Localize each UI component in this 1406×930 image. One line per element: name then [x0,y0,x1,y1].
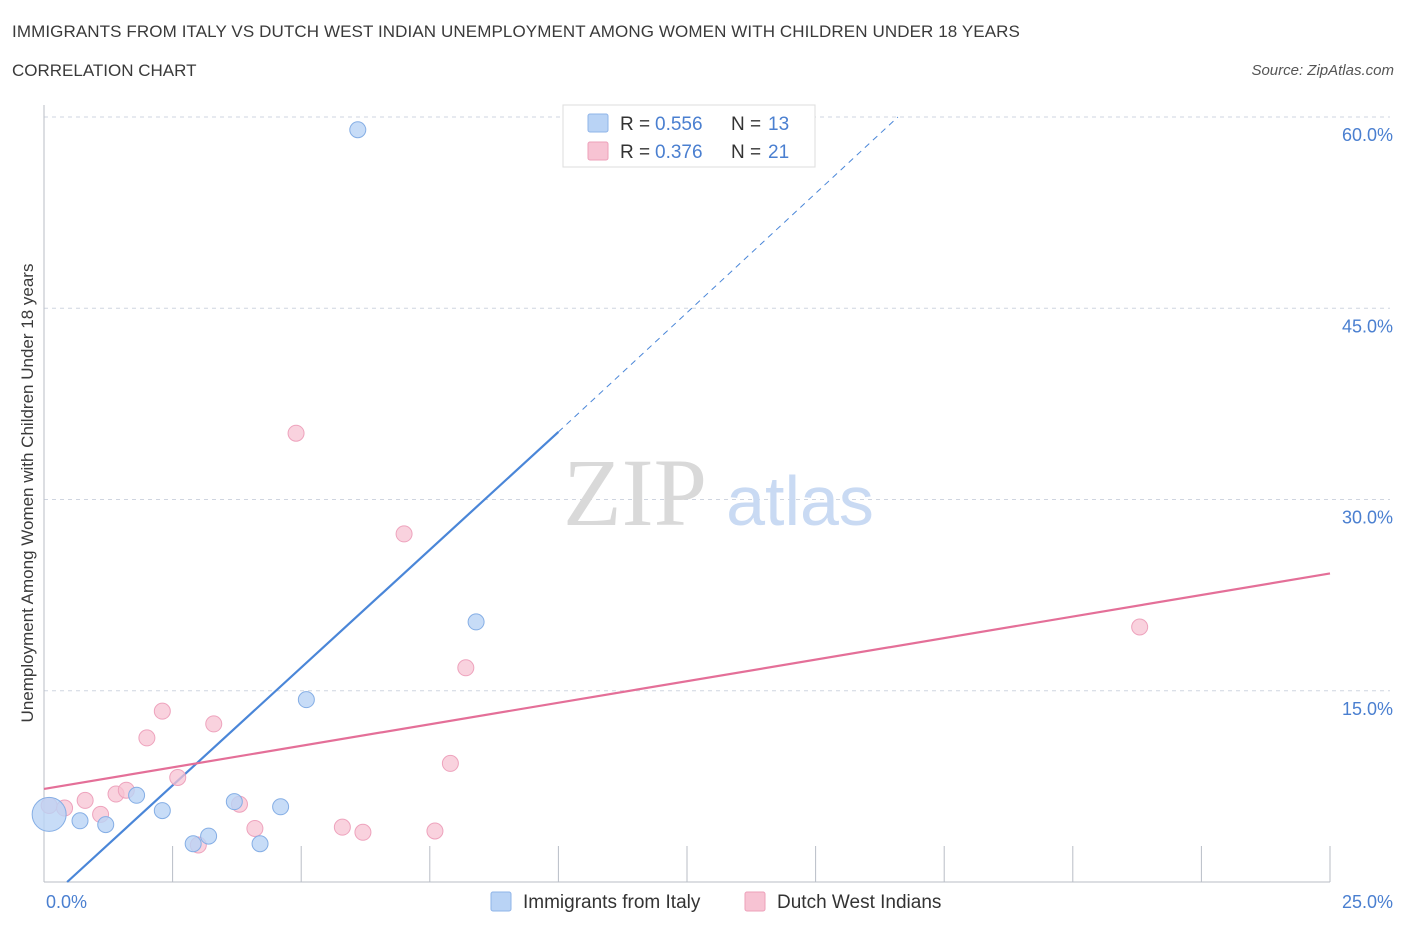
dutch-west-indians-point [457,659,475,677]
series-legend-label-dutch-west-indians: Dutch West Indians [777,892,941,913]
x-tick-label: 25.0% [1342,892,1393,912]
italy-point [184,835,202,853]
dutch-west-indians-point [138,729,156,747]
y-tick-label: 60.0% [1342,125,1393,145]
watermark-zip: ZIP [563,439,707,546]
italy-point [297,691,315,709]
zipatlas-watermark: ZIP atlas [563,439,874,546]
dutch-west-indians-point [354,823,372,841]
series-legend-swatch-italy [490,891,512,912]
italy-point [97,816,115,834]
stats-legend-swatch-blue [587,113,609,133]
watermark-atlas: atlas [726,462,874,540]
stats-legend-n-value-blue: 13 [768,114,789,135]
dutch-west-indians-point [76,791,94,809]
italy-point [153,802,171,820]
dutch-west-indians-point [205,715,223,733]
axes-layer: 15.0% 30.0% 45.0% 60.0% 0.0% 25.0% [43,105,1393,912]
stats-legend-r-label-blue: R = [620,114,650,135]
italy-trend-extension [558,116,899,433]
x-tick-label: 0.0% [46,892,87,912]
stats-legend-swatch-pink [587,141,609,161]
series-legend-label-italy: Immigrants from Italy [523,892,701,913]
italy-point [349,121,367,139]
italy-point [467,613,485,631]
dutch-west-indians-point [287,424,305,442]
stats-legend-r-value-pink: 0.376 [655,142,703,163]
italy-point [272,798,290,816]
dutch-west-indians-point [333,818,351,836]
dutch-west-indians-point [169,768,187,786]
dutch-west-indians-point [1131,618,1149,636]
italy-point [71,812,89,830]
chart-subtitle: CORRELATION CHART [12,61,197,80]
y-axis-label: Unemployment Among Women with Children U… [18,264,37,723]
dutch-west-indians-point [426,822,444,840]
italy-point [31,796,67,832]
stats-legend-r-label-pink: R = [620,142,650,163]
chart-title: IMMIGRANTS FROM ITALY VS DUTCH WEST INDI… [12,22,1020,41]
points-layer [31,121,1149,854]
series-legend: Immigrants from Italy Dutch West Indians [490,891,941,913]
italy-point [251,835,269,853]
stats-legend-r-value-blue: 0.556 [655,114,703,135]
y-tick-label: 45.0% [1342,316,1393,336]
dutch-west-indians-point [153,702,171,720]
dutch-west-indians-point [246,819,264,837]
stats-legend-n-label-blue: N = [731,114,761,135]
y-tick-label: 15.0% [1342,699,1393,719]
stats-legend-n-label-pink: N = [731,142,761,163]
stats-legend: R = 0.556 N = 13 R = 0.376 N = 21 [562,104,816,168]
source-credit: Source: ZipAtlas.com [1251,62,1394,79]
stats-legend-n-value-pink: 21 [768,142,789,163]
italy-point [128,786,146,804]
grid-layer [44,116,1390,692]
trend-layer [43,116,1331,883]
italy-trend-line [66,431,560,883]
series-legend-swatch-dutch-west-indians [744,891,766,912]
italy-point [200,827,218,845]
italy-point [225,793,243,811]
y-tick-label: 30.0% [1342,508,1393,528]
dutch-west-indians-point [441,754,459,772]
dutch-west-indians-trend-line [43,572,1331,791]
dutch-west-indians-point [395,525,413,543]
